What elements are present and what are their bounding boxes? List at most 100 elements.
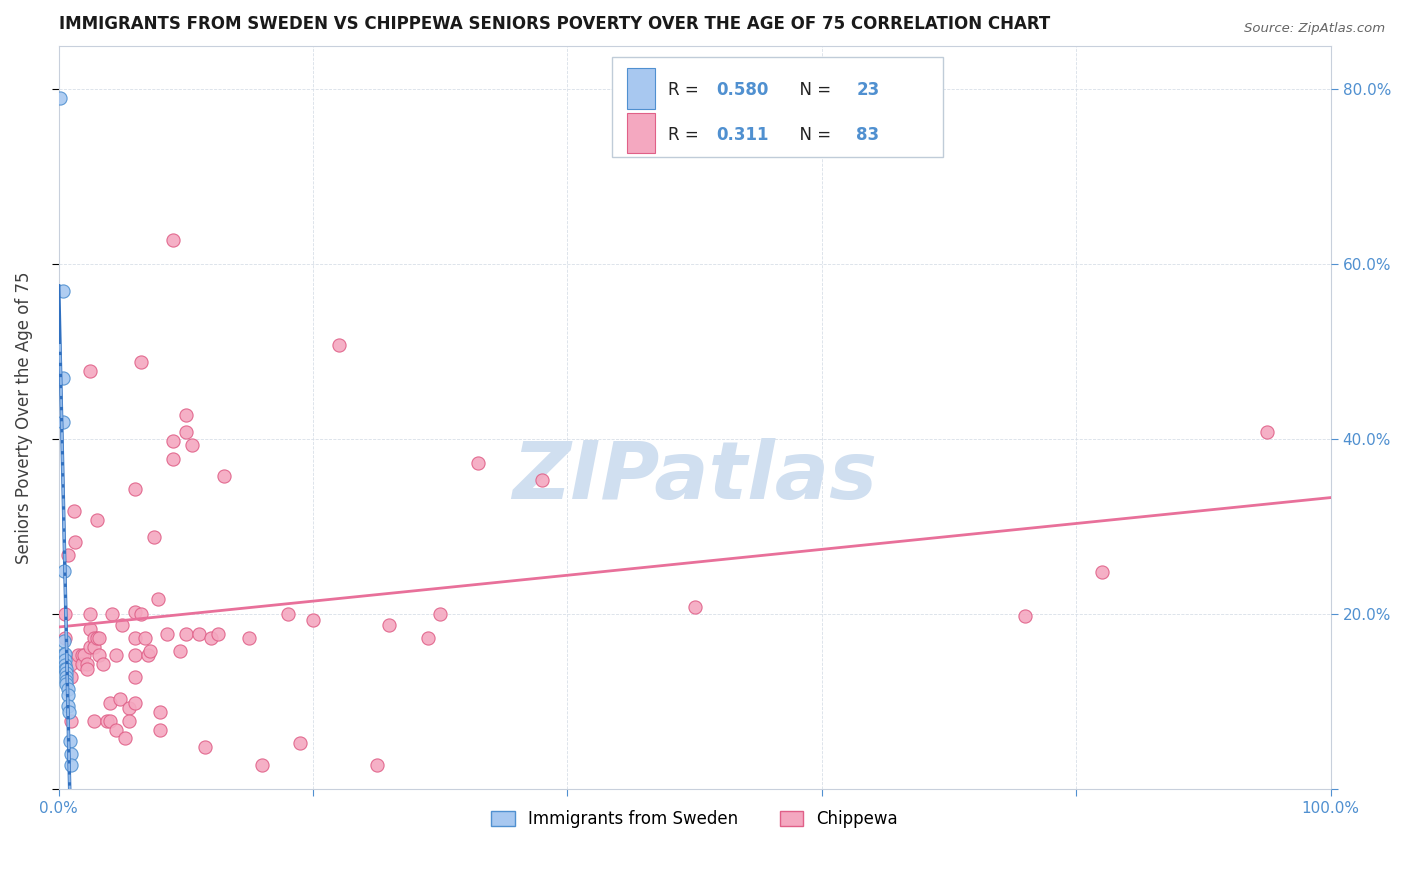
Point [89,631,111,645]
Point [143,530,166,544]
Point [52,633,75,648]
Point [51,371,73,385]
Point [162,451,184,466]
Point [328,338,350,352]
Y-axis label: Seniors Poverty Over the Age of 75: Seniors Poverty Over the Age of 75 [15,271,32,564]
Point [416,631,439,645]
Point [124,482,146,496]
Point [169,644,191,658]
Point [302,614,325,628]
Point [60,714,83,728]
Point [83,640,105,654]
Point [149,723,172,737]
Point [531,474,554,488]
Point [174,425,197,440]
Text: R =: R = [668,81,704,99]
Point [187,626,209,640]
Point [101,607,124,622]
Point [66,648,89,663]
Point [98,697,121,711]
Point [70,657,93,672]
Text: N =: N = [789,81,837,99]
Point [114,731,136,746]
Point [124,648,146,663]
Point [56,699,79,714]
Point [104,723,127,737]
Point [55,661,77,675]
Point [366,757,388,772]
Point [136,648,159,663]
Point [79,364,101,378]
Point [76,657,98,672]
Point [79,640,101,654]
Point [238,631,260,645]
Point [56,548,79,562]
Point [70,648,93,663]
Point [89,648,111,663]
Point [124,631,146,645]
Point [55,677,77,691]
Point [86,631,108,645]
Point [1256,425,1278,440]
FancyBboxPatch shape [627,112,655,153]
Point [467,456,489,470]
Point [55,670,77,684]
Point [60,747,83,762]
Text: 0.311: 0.311 [716,126,769,144]
FancyBboxPatch shape [612,57,943,157]
Point [53,658,76,673]
Point [83,631,105,645]
Point [49,91,72,105]
Point [146,591,169,606]
Point [96,714,118,728]
Point [51,415,73,429]
Point [149,705,172,719]
Point [53,631,76,645]
FancyBboxPatch shape [627,68,655,109]
Point [194,740,217,755]
Point [53,653,76,667]
Point [174,408,197,422]
Point [429,607,451,622]
Point [55,673,77,688]
Point [83,714,105,728]
Point [207,626,229,640]
Point [53,647,76,661]
Point [65,534,87,549]
Point [131,607,153,622]
Point [91,657,114,672]
Point [79,622,101,636]
Point [131,355,153,369]
Point [98,714,121,728]
Point [53,661,76,675]
Point [104,648,127,663]
Text: ZIPatlas: ZIPatlas [512,438,877,516]
Text: 0.580: 0.580 [716,81,769,99]
Point [1014,609,1036,624]
Point [200,631,222,645]
Point [56,681,79,696]
Point [277,607,299,622]
Point [124,605,146,619]
Point [139,644,162,658]
Point [79,607,101,622]
Point [108,692,131,706]
Point [59,734,82,748]
Point [162,434,184,448]
Point [60,757,83,772]
Point [683,600,706,615]
Point [52,564,75,578]
Point [290,736,312,750]
Text: N =: N = [789,126,837,144]
Point [53,607,76,622]
Point [156,626,179,640]
Point [58,705,80,719]
Point [55,665,77,680]
Point [124,670,146,684]
Point [51,284,73,298]
Text: R =: R = [668,126,709,144]
Text: 83: 83 [856,126,879,144]
Point [118,714,141,728]
Point [60,657,83,672]
Point [1091,566,1114,580]
